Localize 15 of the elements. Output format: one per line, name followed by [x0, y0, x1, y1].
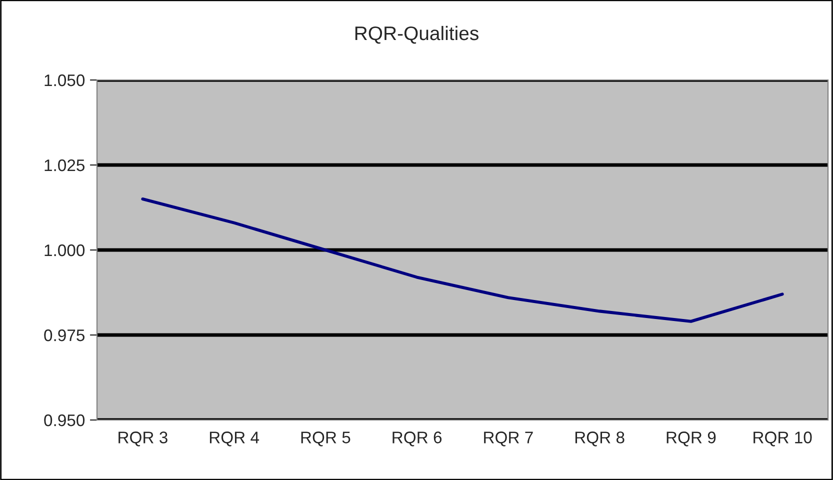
x-tick-label: RQR 3: [118, 432, 168, 446]
y-tick-label: 0.950: [44, 414, 85, 426]
x-tick-label: RQR 9: [666, 432, 716, 446]
x-tick-label: RQR 10: [754, 432, 812, 446]
x-tick-label: RQR 5: [301, 432, 350, 446]
line-series: [141, 197, 784, 323]
y-tick-label: 1.025: [44, 159, 84, 172]
y-tick-label: 0.975: [44, 329, 84, 342]
y-tick-label: 1.050: [44, 74, 85, 86]
y-tick-label: 1.000: [44, 244, 85, 256]
x-tick-label: RQR 4: [210, 432, 260, 446]
chart-title: RQR-Qualities: [355, 26, 478, 44]
x-tick-label: RQR 8: [575, 432, 624, 446]
x-tick-label: RQR 7: [484, 432, 533, 446]
x-tick-label: RQR 6: [392, 432, 442, 446]
